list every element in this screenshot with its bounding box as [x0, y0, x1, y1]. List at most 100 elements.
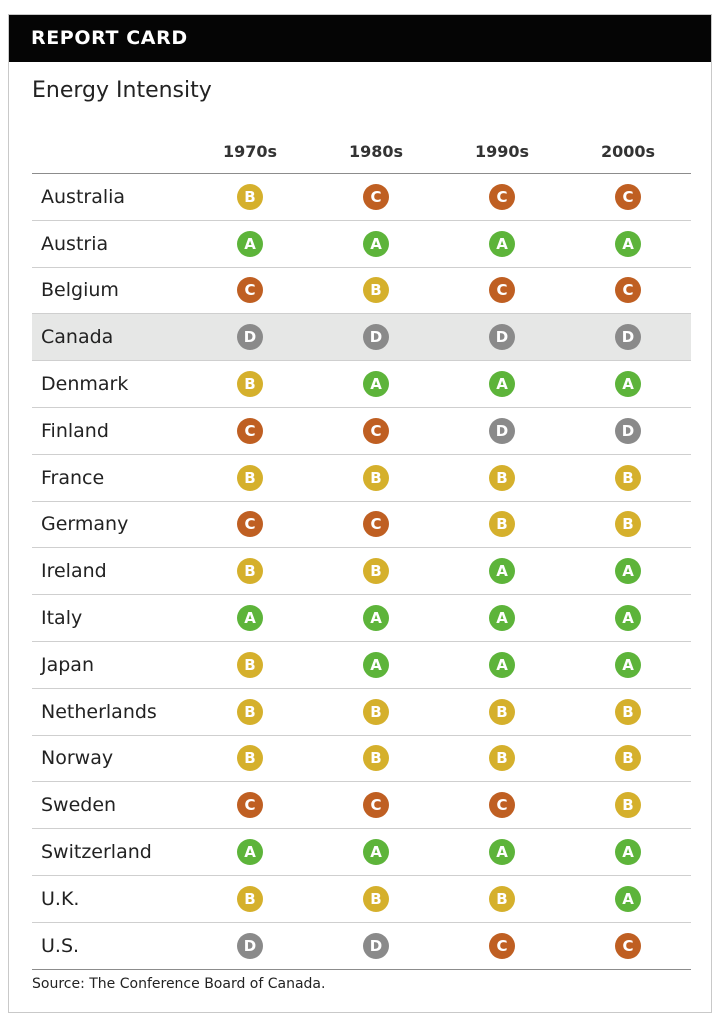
grade-cell: A [439, 547, 565, 596]
grade-badge-icon: C [615, 183, 641, 210]
grade-badge-icon: B [363, 745, 389, 772]
table-row: Belgium C B C C [32, 267, 691, 315]
grade-cell: B [313, 454, 439, 502]
grade-badge-icon: B [489, 885, 515, 912]
grade-cell: C [187, 501, 313, 549]
grade-badge-icon: A [489, 230, 515, 257]
column-header-1970s: 1970s [187, 129, 313, 174]
country-name: Canada [32, 313, 187, 362]
table-row: Australia B C C C [32, 173, 691, 221]
country-name: Finland [32, 407, 187, 455]
grade-cell: D [187, 922, 313, 970]
grade-cell: C [313, 501, 439, 549]
grades-table: 1970s 1980s 1990s 2000s Australia B C C C Aus… [32, 129, 691, 970]
grade-badge-icon: C [237, 511, 263, 538]
grade-badge-icon: A [615, 651, 641, 678]
grade-cell: C [313, 407, 439, 455]
grade-cell: B [187, 454, 313, 502]
grade-cell: B [313, 735, 439, 783]
grade-badge-icon: B [237, 558, 263, 585]
column-header-1980s: 1980s [313, 129, 439, 174]
grade-cell: B [565, 501, 691, 549]
grade-badge-icon: C [363, 417, 389, 444]
grade-badge-icon: A [615, 558, 641, 585]
grade-cell: A [565, 594, 691, 642]
grade-cell: B [187, 875, 313, 923]
grade-badge-icon: B [363, 558, 389, 585]
grade-badge-icon: A [489, 605, 515, 632]
country-name: Germany [32, 501, 187, 549]
grade-cell: C [313, 173, 439, 221]
grade-badge-icon: B [615, 745, 641, 772]
grade-cell: D [187, 313, 313, 362]
grade-cell: C [565, 173, 691, 221]
header-row: 1970s 1980s 1990s 2000s [32, 129, 691, 174]
report-card-subtitle: Energy Intensity [32, 78, 212, 103]
grade-badge-icon: B [237, 745, 263, 772]
grade-cell: C [439, 267, 565, 315]
grade-cell: B [187, 173, 313, 221]
grade-badge-icon: B [615, 698, 641, 725]
country-name: Japan [32, 641, 187, 689]
grade-badge-icon: B [237, 183, 263, 210]
grade-badge-icon: C [237, 277, 263, 304]
grade-badge-icon: C [237, 792, 263, 819]
grade-badge-icon: B [489, 511, 515, 538]
grade-cell: B [313, 267, 439, 315]
grade-cell: B [439, 688, 565, 736]
grade-badge-icon: A [615, 230, 641, 257]
country-name: Switzerland [32, 828, 187, 876]
grade-badge-icon: B [237, 651, 263, 678]
grade-badge-icon: C [615, 277, 641, 304]
grade-badge-icon: B [615, 792, 641, 819]
country-name: Italy [32, 594, 187, 642]
grade-badge-icon: B [237, 464, 263, 491]
grade-cell: C [313, 781, 439, 830]
grade-cell: D [439, 407, 565, 455]
grade-cell: C [187, 407, 313, 455]
grade-badge-icon: D [237, 324, 263, 351]
column-header-2000s: 2000s [565, 129, 691, 174]
grade-badge-icon: C [489, 792, 515, 819]
column-header-country [32, 129, 187, 174]
grade-cell: A [439, 360, 565, 408]
grade-cell: A [187, 220, 313, 268]
grade-cell: A [565, 360, 691, 408]
grade-cell: B [313, 875, 439, 923]
grade-cell: B [565, 735, 691, 783]
grade-badge-icon: A [237, 839, 263, 866]
grade-badge-icon: B [237, 371, 263, 398]
country-name: Denmark [32, 360, 187, 408]
country-name: U.K. [32, 875, 187, 923]
grade-cell: B [313, 688, 439, 736]
grade-cell: B [565, 781, 691, 830]
grade-badge-icon: A [489, 558, 515, 585]
country-name: Belgium [32, 267, 187, 315]
grade-cell: C [439, 781, 565, 830]
grade-badge-icon: B [363, 698, 389, 725]
country-name: Ireland [32, 547, 187, 596]
grade-cell: A [439, 220, 565, 268]
grade-cell: A [565, 875, 691, 923]
grade-badge-icon: A [489, 839, 515, 866]
grade-badge-icon: A [363, 605, 389, 632]
grade-badge-icon: B [363, 464, 389, 491]
grade-badge-icon: A [363, 371, 389, 398]
grade-badge-icon: C [489, 183, 515, 210]
source-note: Source: The Conference Board of Canada. [32, 976, 326, 992]
country-name: Australia [32, 173, 187, 221]
grade-badge-icon: B [489, 698, 515, 725]
grade-cell: C [565, 922, 691, 970]
grade-badge-icon: C [363, 792, 389, 819]
grade-badge-icon: D [489, 324, 515, 351]
grade-cell: B [313, 547, 439, 596]
table-row: Norway B B B B [32, 735, 691, 783]
grades-table-body: Australia B C C C Austria A A A A Belgium C B C C Canad… [32, 173, 691, 970]
grade-badge-icon: D [363, 932, 389, 959]
grade-cell: B [439, 875, 565, 923]
grade-badge-icon: C [237, 417, 263, 444]
grade-cell: B [187, 547, 313, 596]
grade-cell: B [187, 735, 313, 783]
grade-cell: A [565, 547, 691, 596]
grade-cell: A [187, 594, 313, 642]
